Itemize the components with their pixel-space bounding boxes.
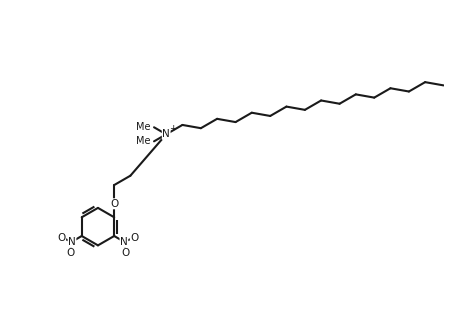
Text: O: O bbox=[57, 233, 66, 243]
Text: N: N bbox=[162, 129, 170, 139]
Text: O: O bbox=[122, 248, 130, 258]
Text: O: O bbox=[66, 248, 74, 258]
Text: Me: Me bbox=[136, 136, 151, 146]
Text: +: + bbox=[168, 123, 176, 133]
Text: O: O bbox=[131, 233, 139, 243]
Text: Me: Me bbox=[136, 122, 151, 132]
Text: N: N bbox=[68, 237, 76, 247]
Text: O: O bbox=[110, 199, 118, 209]
Text: N: N bbox=[120, 237, 128, 247]
